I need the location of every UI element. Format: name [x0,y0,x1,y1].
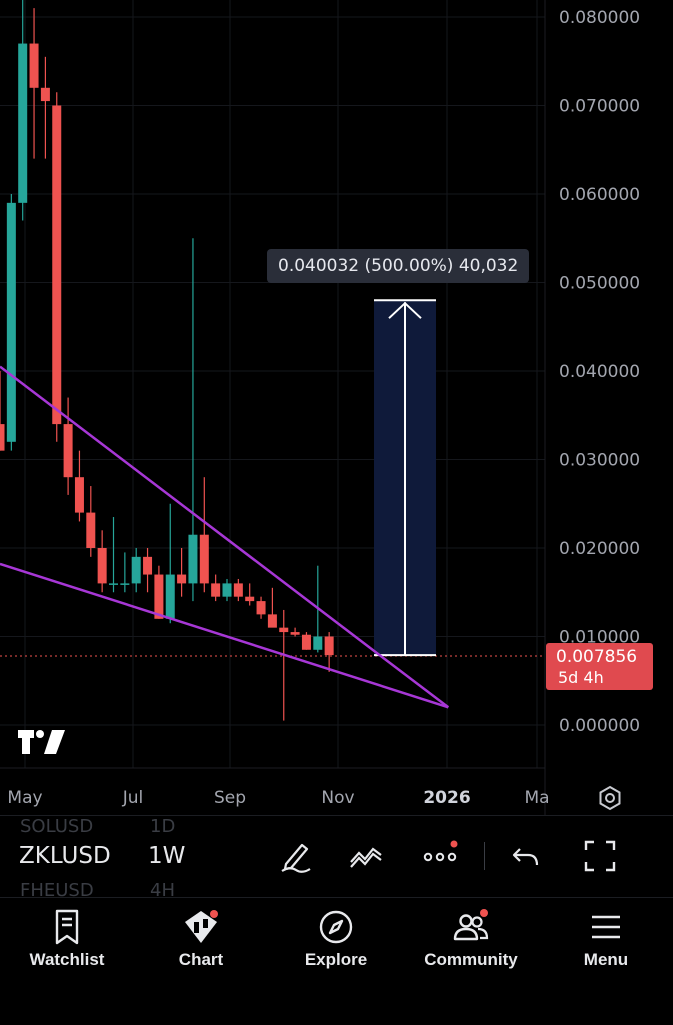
candle-body [177,574,187,584]
trendline [0,562,449,709]
price-axis-label: 0.020000 [559,539,640,559]
price-axis-label: 0.010000 [559,628,640,648]
candle-body [222,583,232,597]
menu-icon [592,915,620,939]
tradingview-logo [18,730,65,754]
indicators-icon[interactable] [348,838,384,874]
interval-selector[interactable]: 1W [148,843,186,869]
candle-body [0,424,5,451]
community-icon [453,909,489,941]
candle-body [143,556,153,575]
candle-body [74,477,84,513]
nav-explore[interactable]: Explore [269,898,403,998]
compass-icon [319,910,353,944]
price-axis-label: 0.070000 [559,97,640,117]
price-chart[interactable]: 0.080000 0.070000 0.060000 0.050000 0.040000… [0,0,673,815]
time-axis-label: Ma [524,788,549,808]
price-axis-label: 0.050000 [559,274,640,294]
watchlist-icon [55,909,79,945]
nav-label-menu: Menu [583,950,629,969]
candle-body [131,556,141,584]
measure-arrow-head [388,301,422,319]
candle-body [313,636,323,650]
candle-body [165,574,175,619]
price-axis-label: 0.080000 [559,8,640,28]
trendlines[interactable] [0,365,450,709]
time-axis-label: Nov [321,788,354,808]
nav-community[interactable]: Community [404,898,538,998]
candle-body [52,105,62,425]
ghost-symbol-below: FHEUSD [20,880,94,901]
candle-body [256,601,266,615]
candlestick-series [0,0,334,721]
candle-body [97,548,107,584]
candle-body [199,534,209,584]
symbol-selector[interactable]: ZKLUSD [19,843,111,869]
time-axis[interactable]: May Jul Sep Nov 2026 Ma [7,788,549,808]
measure-label: 0.040032 (500.00%) 40,032 [267,249,530,283]
bottom-nav: Watchlist Chart Explore Community Me [0,897,673,1025]
ghost-interval-above: 1D [150,816,176,837]
draw-icon[interactable] [278,838,314,874]
candle-body [245,596,255,602]
candle-body [211,583,221,597]
more-icon[interactable] [422,838,458,874]
candle-body [301,634,311,650]
undo-icon[interactable] [508,838,544,874]
candle-body [109,583,118,585]
nav-watchlist[interactable]: Watchlist [0,898,134,998]
ghost-symbol-above: SOLUSD [20,816,94,837]
candle-body [154,574,164,619]
time-axis-label: Jul [122,788,144,808]
price-axis[interactable]: 0.080000 0.070000 0.060000 0.050000 0.040000… [559,8,640,736]
candle-body [40,87,50,102]
chart-toolbar [0,815,673,898]
price-axis-label: 0.000000 [559,716,640,736]
time-axis-label: Sep [214,788,246,808]
candle-body [267,614,277,628]
time-axis-label: May [7,788,42,808]
candle-body [188,534,198,584]
candle-body [18,43,28,203]
measure-tool[interactable] [374,299,436,657]
price-axis-label: 0.040000 [559,362,640,382]
nav-menu[interactable]: Menu [539,898,673,998]
time-axis-label: 2026 [423,788,470,808]
candle-body [6,202,16,442]
current-price-tag: 0.007856 5d 4h [546,643,653,690]
price-axis-label: 0.060000 [559,185,640,205]
candle-body [233,583,243,597]
current-price: 0.007856 [556,647,638,667]
nav-label-community: Community [424,950,518,969]
price-axis-label: 0.030000 [559,451,640,471]
toolbar-separator [484,842,485,870]
candle-body [63,424,73,478]
nav-label-explore: Explore [304,950,368,969]
candle-body [86,512,96,548]
trendline [0,365,450,709]
nav-label-watchlist: Watchlist [29,950,105,969]
bar-countdown: 5d 4h [558,668,604,687]
ghost-interval-below: 4H [150,880,175,901]
nav-chart[interactable]: Chart [134,898,268,998]
candle-body [279,627,289,633]
chart-grid [0,0,546,815]
settings-icon[interactable] [596,784,624,812]
fullscreen-icon[interactable] [582,838,618,874]
chart-icon [185,910,218,943]
candle-body [29,43,39,88]
candle-body [120,583,130,585]
candle-body [290,632,300,635]
nav-label-chart: Chart [178,950,224,969]
candle-body [324,636,334,656]
